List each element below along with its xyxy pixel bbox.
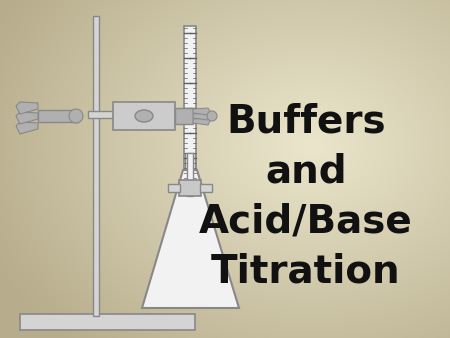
Bar <box>200 184 212 192</box>
Bar <box>179 180 201 196</box>
Bar <box>20 314 195 330</box>
Polygon shape <box>16 102 38 114</box>
Bar <box>88 111 178 118</box>
Circle shape <box>69 109 83 123</box>
Ellipse shape <box>135 110 153 122</box>
Circle shape <box>207 111 217 121</box>
Bar <box>187 153 193 196</box>
Polygon shape <box>193 113 210 120</box>
Bar <box>93 16 99 316</box>
Bar <box>184 26 196 183</box>
Bar <box>185 153 195 170</box>
Polygon shape <box>142 170 239 308</box>
Polygon shape <box>16 112 38 124</box>
Polygon shape <box>16 122 38 134</box>
Text: Buffers
and
Acid/Base
Titration: Buffers and Acid/Base Titration <box>199 102 413 290</box>
Bar <box>113 102 175 130</box>
Polygon shape <box>193 118 210 125</box>
Bar <box>38 110 78 122</box>
Polygon shape <box>193 108 210 115</box>
Bar <box>168 184 180 192</box>
Bar <box>175 108 193 124</box>
